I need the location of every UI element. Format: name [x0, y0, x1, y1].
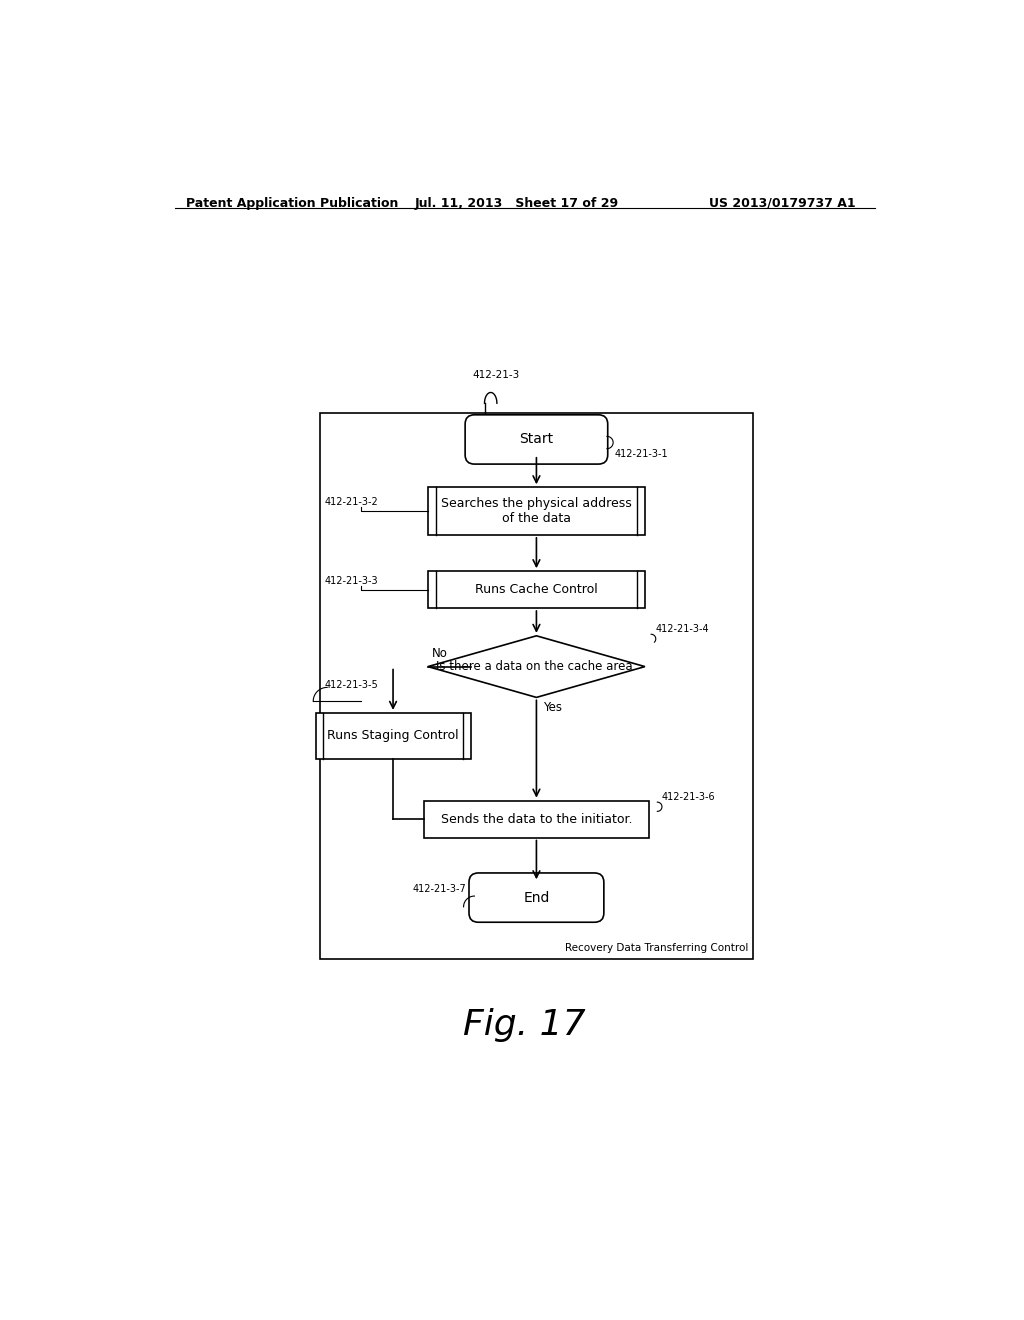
Bar — [428, 487, 645, 535]
Text: Fig. 17: Fig. 17 — [464, 1007, 586, 1041]
Bar — [424, 800, 649, 838]
Text: Patent Application Publication: Patent Application Publication — [186, 197, 398, 210]
Text: 412-21-3-2: 412-21-3-2 — [324, 498, 378, 507]
Text: 412-21-3-5: 412-21-3-5 — [324, 680, 378, 689]
Text: 412-21-3-3: 412-21-3-3 — [324, 576, 378, 586]
Text: 412-21-3-1: 412-21-3-1 — [614, 449, 669, 458]
Text: 412-21-3: 412-21-3 — [473, 370, 520, 380]
Bar — [321, 413, 753, 960]
Text: Searches the physical address
of the data: Searches the physical address of the dat… — [441, 498, 632, 525]
Polygon shape — [428, 636, 645, 697]
FancyBboxPatch shape — [469, 873, 604, 923]
Text: Yes: Yes — [543, 701, 561, 714]
Text: No: No — [432, 647, 447, 660]
Bar — [428, 572, 645, 609]
Text: Runs Cache Control: Runs Cache Control — [475, 583, 598, 597]
Text: Is there a data on the cache area.: Is there a data on the cache area. — [436, 660, 637, 673]
Text: Runs Staging Control: Runs Staging Control — [328, 730, 459, 742]
Text: US 2013/0179737 A1: US 2013/0179737 A1 — [710, 197, 856, 210]
Text: Sends the data to the initiator.: Sends the data to the initiator. — [440, 813, 632, 825]
Text: Start: Start — [519, 433, 554, 446]
Text: 412-21-3-6: 412-21-3-6 — [662, 792, 716, 803]
Text: 412-21-3-7: 412-21-3-7 — [413, 884, 466, 894]
Text: Recovery Data Transferring Control: Recovery Data Transferring Control — [565, 942, 749, 953]
FancyBboxPatch shape — [465, 414, 607, 465]
Text: End: End — [523, 891, 550, 904]
Bar — [315, 713, 471, 759]
Text: 412-21-3-4: 412-21-3-4 — [655, 624, 710, 635]
Text: Jul. 11, 2013   Sheet 17 of 29: Jul. 11, 2013 Sheet 17 of 29 — [415, 197, 618, 210]
